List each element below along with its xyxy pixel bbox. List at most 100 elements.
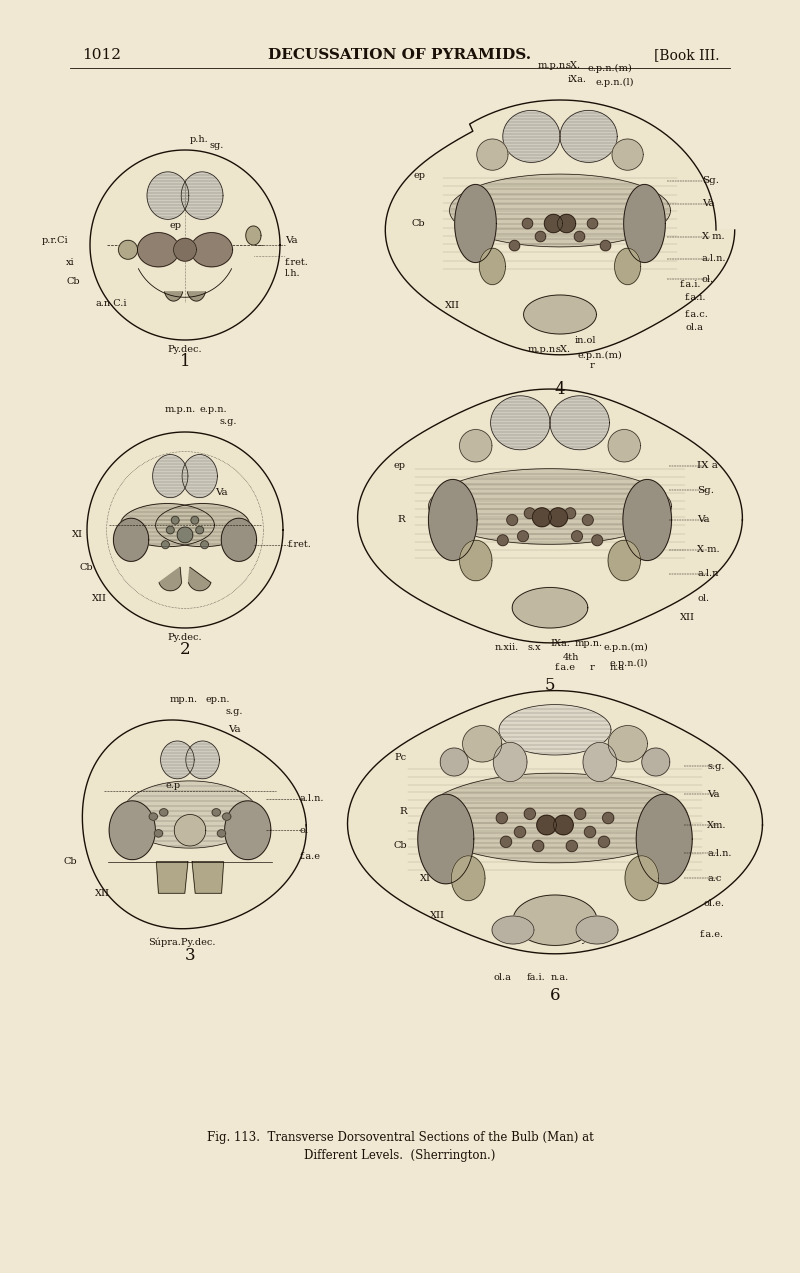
Polygon shape <box>503 111 560 163</box>
Polygon shape <box>246 227 261 244</box>
Polygon shape <box>582 514 593 526</box>
Polygon shape <box>171 517 179 524</box>
Text: sX.: sX. <box>565 61 580 70</box>
Text: Py: Py <box>193 574 205 583</box>
Polygon shape <box>642 749 670 777</box>
Polygon shape <box>572 531 582 541</box>
Polygon shape <box>576 917 618 945</box>
Polygon shape <box>182 172 223 219</box>
Polygon shape <box>522 218 533 229</box>
Polygon shape <box>82 721 306 929</box>
Polygon shape <box>513 895 597 946</box>
Polygon shape <box>118 241 138 260</box>
Polygon shape <box>192 862 224 894</box>
Polygon shape <box>524 508 535 518</box>
Text: r: r <box>590 360 594 369</box>
Polygon shape <box>225 801 271 859</box>
Text: a.l.n: a.l.n <box>697 569 718 578</box>
Text: XI: XI <box>72 531 83 540</box>
Text: a.l.n.: a.l.n. <box>707 849 731 858</box>
Polygon shape <box>560 111 618 163</box>
Polygon shape <box>450 174 670 247</box>
Polygon shape <box>138 233 179 267</box>
Text: ol.a: ol.a <box>493 973 511 981</box>
Polygon shape <box>462 726 502 763</box>
Text: 3: 3 <box>185 947 195 964</box>
Text: Va: Va <box>285 236 298 244</box>
Polygon shape <box>120 504 214 546</box>
Text: 6: 6 <box>550 987 560 1003</box>
Polygon shape <box>177 527 193 542</box>
Polygon shape <box>512 588 588 628</box>
Text: s.x: s.x <box>527 643 541 652</box>
Polygon shape <box>165 292 182 300</box>
Text: Va: Va <box>702 200 714 209</box>
Text: s.g.: s.g. <box>220 418 238 426</box>
Polygon shape <box>212 808 221 816</box>
Polygon shape <box>501 836 512 848</box>
Text: ol.e.: ol.e. <box>703 899 724 908</box>
Polygon shape <box>90 150 280 340</box>
Text: c: c <box>190 531 195 540</box>
Polygon shape <box>565 508 576 518</box>
Polygon shape <box>514 826 526 838</box>
Polygon shape <box>499 704 611 755</box>
Text: Cb: Cb <box>411 219 425 228</box>
Text: Py: Py <box>198 873 210 882</box>
Polygon shape <box>166 526 174 533</box>
Polygon shape <box>554 815 573 835</box>
Polygon shape <box>386 101 734 355</box>
Text: ol: ol <box>300 826 309 835</box>
Polygon shape <box>479 248 506 285</box>
Text: p.h.: p.h. <box>190 135 209 145</box>
Polygon shape <box>550 396 610 449</box>
Text: Súpra.Py.dec.: Súpra.Py.dec. <box>148 937 216 947</box>
Text: Cb: Cb <box>79 563 93 572</box>
Text: DECUSSATION OF PYRAMIDS.: DECUSSATION OF PYRAMIDS. <box>269 48 531 62</box>
Polygon shape <box>477 139 508 171</box>
Text: n.a: n.a <box>610 662 625 671</box>
Text: R: R <box>399 807 407 816</box>
Text: Va: Va <box>707 789 720 798</box>
Polygon shape <box>490 396 550 449</box>
Text: 5: 5 <box>545 676 555 694</box>
Text: l.h.: l.h. <box>285 269 301 278</box>
Text: ep.n.: ep.n. <box>205 695 230 704</box>
Polygon shape <box>190 233 233 267</box>
Text: p.r.Ci: p.r.Ci <box>42 236 68 244</box>
Text: m.p.n.: m.p.n. <box>538 61 570 70</box>
Polygon shape <box>440 749 468 777</box>
Text: e.p.n.(l): e.p.n.(l) <box>595 78 634 87</box>
Text: Py: Py <box>570 603 582 612</box>
Polygon shape <box>201 541 209 549</box>
Polygon shape <box>174 815 206 847</box>
Text: o: o <box>187 826 193 835</box>
Text: e.p.n.(m): e.p.n.(m) <box>603 643 648 652</box>
Polygon shape <box>156 504 250 546</box>
Text: IX a: IX a <box>697 462 718 471</box>
Polygon shape <box>186 741 219 779</box>
Polygon shape <box>147 172 189 219</box>
Text: sX.: sX. <box>555 345 570 354</box>
Text: f.a.e: f.a.e <box>300 852 321 861</box>
Text: ep: ep <box>413 171 425 179</box>
Polygon shape <box>218 830 226 838</box>
Polygon shape <box>451 855 485 900</box>
Text: IXa.: IXa. <box>550 639 570 648</box>
Polygon shape <box>494 742 527 782</box>
Polygon shape <box>114 518 149 561</box>
Polygon shape <box>510 241 520 251</box>
Text: e.p.n.(m): e.p.n.(m) <box>588 64 633 73</box>
Text: XI: XI <box>420 873 431 882</box>
Polygon shape <box>636 794 692 883</box>
Polygon shape <box>608 429 641 462</box>
Text: XII: XII <box>95 889 110 897</box>
Polygon shape <box>149 813 158 820</box>
Polygon shape <box>222 518 257 561</box>
Text: xi: xi <box>66 257 75 266</box>
Text: Sg.: Sg. <box>697 486 714 495</box>
Text: 1012: 1012 <box>82 48 121 62</box>
Text: Pc: Pc <box>395 754 407 763</box>
Polygon shape <box>459 429 492 462</box>
Text: ep: ep <box>393 462 405 471</box>
